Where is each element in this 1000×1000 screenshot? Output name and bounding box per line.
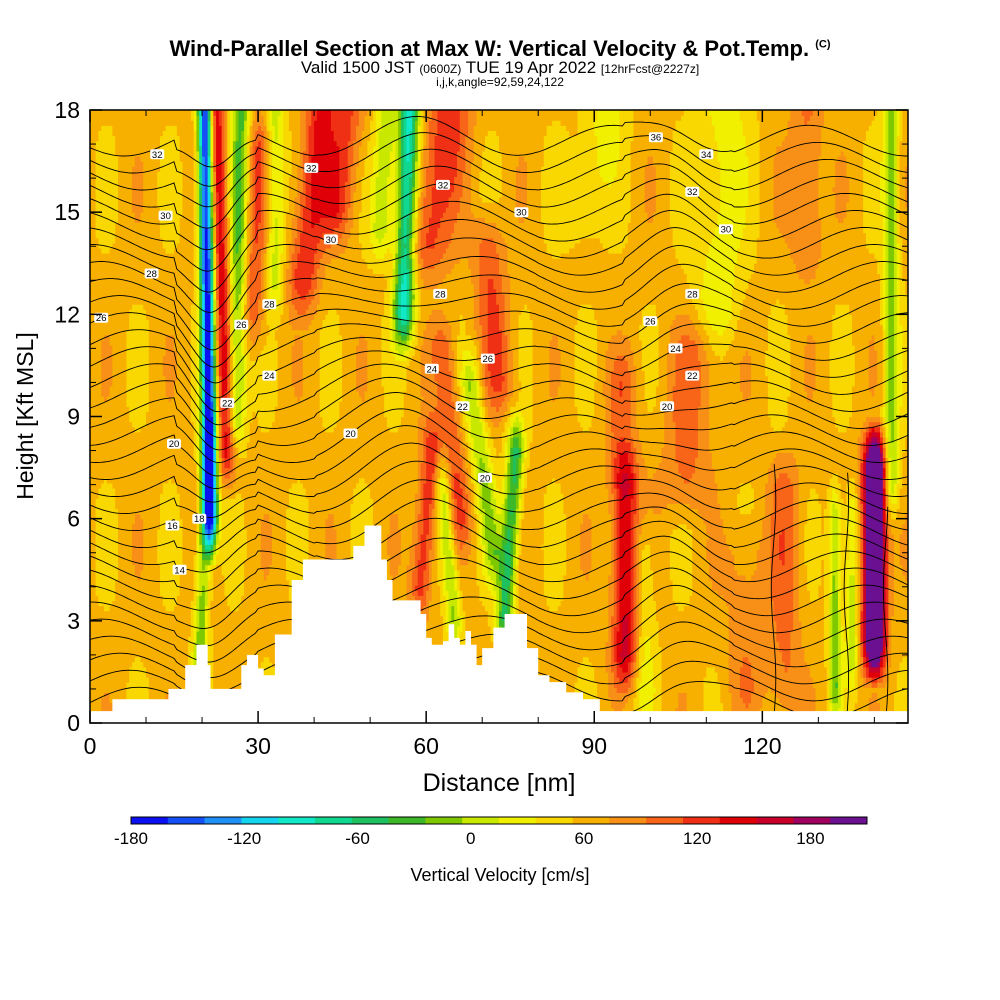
cross-section-chart: 3230282620161814222426283230203230282426… bbox=[0, 0, 1000, 1000]
